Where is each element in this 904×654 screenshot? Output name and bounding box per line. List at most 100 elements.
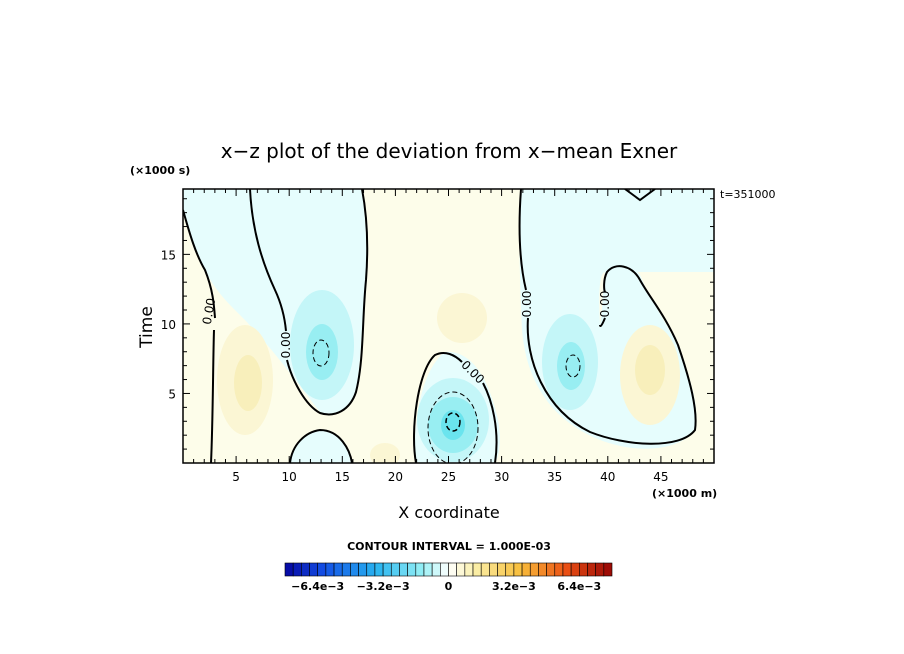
colorbar-cell	[309, 562, 318, 577]
colorbar-cell	[292, 562, 302, 577]
colorbar-cell	[284, 562, 294, 577]
x-tick-label: 25	[441, 470, 456, 484]
colorbar-cell	[374, 562, 384, 577]
x-tick-label: 10	[282, 470, 297, 484]
colorbar-cell	[301, 562, 310, 577]
colorbar-cell	[448, 562, 457, 577]
colorbar-cell	[382, 562, 392, 577]
time-label: t=351000	[720, 188, 776, 201]
y-tick-label: 10	[161, 318, 176, 332]
zero-contour	[210, 329, 215, 463]
zero-contour	[518, 189, 527, 291]
colorbar	[284, 562, 613, 577]
colorbar-cell	[570, 562, 580, 577]
contour-labels: 0.00 0.00 0.00 0.00 0.00	[200, 291, 612, 387]
colorbar-cell	[317, 562, 327, 577]
colorbar-cell	[529, 562, 539, 577]
zero-contour	[413, 352, 463, 463]
colorbar-cell	[497, 562, 507, 577]
colorbar-cell	[546, 562, 556, 577]
x-tick-label: 30	[494, 470, 509, 484]
x-tick-label: 40	[600, 470, 615, 484]
x-unit-label: (×1000 m)	[652, 487, 717, 500]
positive-core	[370, 443, 400, 463]
colorbar-cell	[472, 562, 482, 577]
negative-core	[306, 324, 338, 380]
colorbar-cell	[325, 562, 335, 577]
colorbar-cell	[390, 562, 400, 577]
colorbar-cell	[333, 562, 343, 577]
x-tick-label: 20	[388, 470, 403, 484]
negative-region	[625, 189, 655, 200]
y-axis-ticks: 5 10 15	[161, 198, 714, 450]
colorbar-cell	[538, 562, 547, 577]
x-tick-label: 35	[547, 470, 562, 484]
colorbar-tick-label: 3.2e−3	[492, 580, 536, 593]
y-tick-label: 5	[168, 387, 176, 401]
zero-contour	[526, 265, 697, 445]
zero-contour	[249, 189, 287, 332]
colorbar-cell	[603, 562, 613, 577]
colorbar-cell	[407, 562, 417, 577]
negative-contours	[312, 339, 581, 463]
colorbar-cell	[578, 562, 588, 577]
colorbar-cell	[587, 562, 596, 577]
negative-contour	[312, 339, 330, 367]
colorbar-tick-label: 0	[445, 580, 453, 593]
colorbar-cell	[423, 562, 433, 577]
y-axis-title: Time	[137, 306, 157, 349]
colorbar-cell	[562, 562, 572, 577]
colorbar-tick-label: 6.4e−3	[557, 580, 601, 593]
zero-contours	[183, 189, 697, 463]
negative-contour	[427, 391, 479, 463]
positive-core	[635, 345, 665, 395]
x-tick-label: 45	[653, 470, 668, 484]
zero-contour	[482, 382, 498, 463]
y-tick-label: 15	[161, 248, 176, 262]
x-axis-title: X coordinate	[398, 503, 499, 522]
zero-contour	[286, 189, 369, 416]
colorbar-cell	[480, 562, 490, 577]
colorbar-cell	[358, 562, 368, 577]
colorbar-cell	[431, 562, 441, 577]
zero-contour	[289, 428, 353, 463]
colorbar-cell	[456, 562, 466, 577]
colorbar-cell	[415, 562, 425, 577]
zero-contour	[599, 317, 606, 327]
colorbar-cell	[341, 562, 351, 577]
zero-contour	[183, 209, 216, 319]
negative-core	[441, 410, 465, 440]
y-unit-label: (×1000 s)	[130, 164, 190, 177]
x-tick-label: 15	[335, 470, 350, 484]
negative-contour	[445, 412, 461, 432]
contour-label: 0.00	[200, 297, 218, 326]
colorbar-tick-label: −3.2e−3	[357, 580, 410, 593]
x-tick-label: 5	[232, 470, 240, 484]
positive-core	[437, 293, 487, 343]
colorbar-cell	[350, 562, 359, 577]
chart-title: x−z plot of the deviation from x−mean Ex…	[221, 139, 678, 163]
colorbar-tick-labels: −6.4e−3 −3.2e−3 0 3.2e−3 6.4e−3	[291, 580, 601, 593]
colorbar-cell	[554, 562, 564, 577]
colorbar-cell	[595, 562, 605, 577]
colorbar-cell	[513, 562, 523, 577]
contour-label: 0.00	[598, 291, 612, 318]
negative-core	[557, 342, 585, 390]
shaded-field	[183, 189, 714, 463]
negative-contour	[565, 354, 581, 378]
contour-label: 0.00	[520, 291, 534, 318]
colorbar-cell	[521, 562, 531, 577]
colorbar-cell	[366, 562, 376, 577]
colorbar-cell	[440, 562, 449, 577]
negative-region	[290, 430, 352, 463]
colorbar-cell	[399, 562, 408, 577]
colorbar-cell	[464, 562, 474, 577]
positive-core	[234, 355, 262, 411]
colorbar-cell	[489, 562, 498, 577]
contour-label: 0.00	[279, 332, 293, 359]
x-axis-ticks: 5 10 15 20 25 30 35 40 45	[193, 189, 704, 484]
colorbar-tick-label: −6.4e−3	[291, 580, 344, 593]
colorbar-cell	[505, 562, 515, 577]
contour-interval-label: CONTOUR INTERVAL = 1.000E-03	[347, 540, 551, 553]
